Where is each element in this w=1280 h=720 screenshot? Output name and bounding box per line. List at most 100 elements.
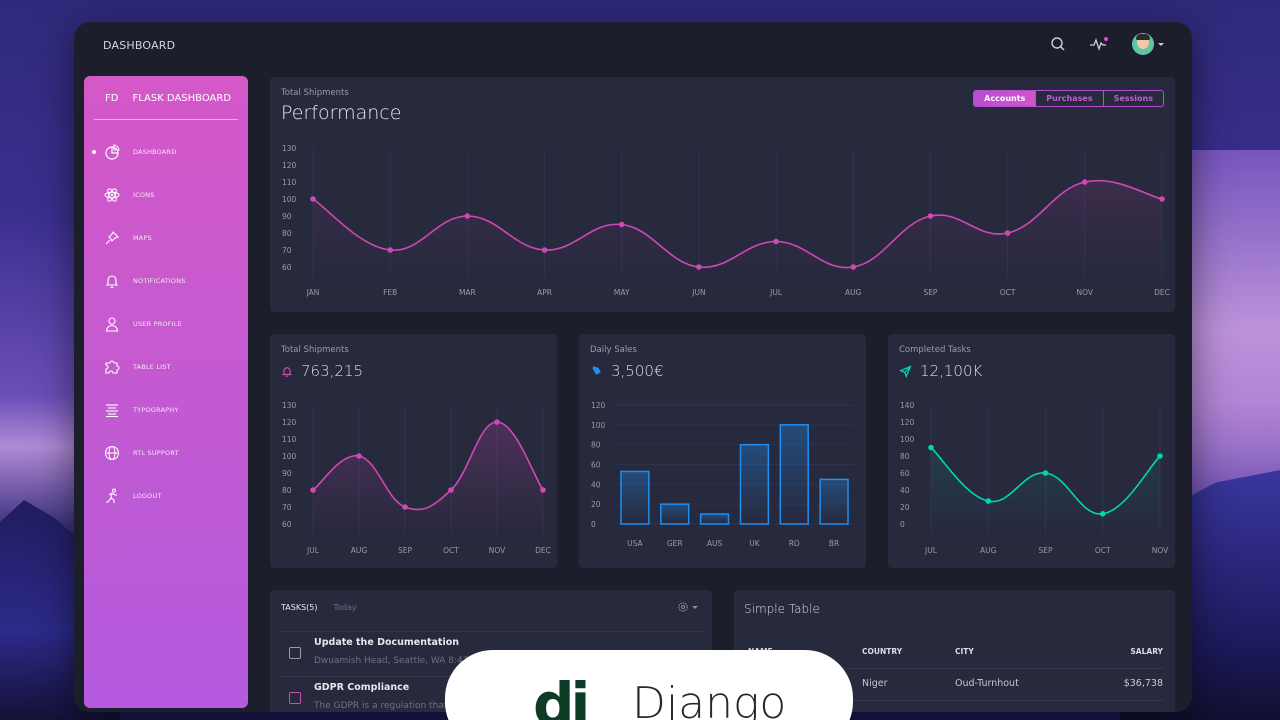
card-subtitle: Completed Tasks [899,345,971,355]
column-header-country[interactable]: COUNTRY [862,647,903,656]
sidebar-item-label: USER PROFILE [133,320,182,328]
column-header-salary[interactable]: SALARY [1130,647,1163,656]
gear-icon [678,602,688,612]
chevron-down-icon [1158,42,1164,46]
svg-text:AUG: AUG [351,546,368,555]
svg-text:80: 80 [282,486,292,495]
send-icon [899,364,912,378]
tab-purchases[interactable]: Purchases [1035,91,1102,106]
align-center-icon [106,404,118,418]
card-stat: 763,215 [281,362,363,380]
sidebar-item-user-profile[interactable]: USER PROFILE [84,312,248,336]
page-title: DASHBOARD [103,39,176,52]
sidebar-item-typography[interactable]: TYPOGRAPHY [84,398,248,422]
sidebar: FD FLASK DASHBOARD DASHBOARD ICONS MAPS … [84,76,248,708]
svg-text:100: 100 [591,421,606,430]
user-icon [105,317,119,332]
svg-text:JUL: JUL [769,288,783,297]
svg-text:40: 40 [900,486,910,495]
card-subtitle: Total Shipments [281,88,349,98]
sidebar-brand[interactable]: FD FLASK DASHBOARD [105,93,231,104]
sidebar-item-dashboard[interactable]: DASHBOARD [84,140,248,164]
sidebar-item-label: RTL SUPPORT [133,449,179,457]
atom-icon [104,188,120,202]
svg-text:USA: USA [627,539,643,548]
svg-text:110: 110 [282,435,297,444]
tab-accounts[interactable]: Accounts [974,91,1036,106]
task-item: Update the Documentation Dwuamish Head, … [281,631,702,677]
svg-text:APR: APR [537,288,552,297]
task-checkbox[interactable] [289,692,301,704]
svg-text:JUL: JUL [924,546,938,555]
cell-country: Niger [862,678,888,689]
stat-value: 763,215 [301,362,364,380]
tasks-filter[interactable]: Today [333,603,357,612]
app-window: DASHBOARD FD FLASK DASHBOARD DASHBOARD I… [74,22,1192,712]
performance-line-chart: 60 70 80 90 100 110 120 130 JAN FEB MAR APR MAY JUN JU… [282,144,1170,297]
svg-text:MAR: MAR [459,288,476,297]
svg-text:60: 60 [282,520,292,529]
sidebar-item-label: TABLE LIST [133,363,171,371]
sidebar-item-maps[interactable]: MAPS [84,226,248,250]
svg-text:RO: RO [789,539,800,548]
svg-text:80: 80 [900,452,910,461]
task-checkbox[interactable] [289,647,301,659]
sidebar-item-rtl-support[interactable]: RTL SUPPORT [84,441,248,465]
svg-text:SEP: SEP [398,546,412,555]
card-title: Performance [281,102,402,124]
svg-text:70: 70 [282,503,292,512]
django-logo-mark: dj [533,670,590,720]
pin-icon [105,231,120,245]
bell-icon [105,275,119,289]
svg-text:NOV: NOV [1077,288,1094,297]
stat-value: 3,500€ [611,362,664,380]
svg-text:110: 110 [282,178,297,187]
table-divider [744,700,1165,701]
sales-card: Daily Sales 3,500€ 0 20 40 60 80 100 120 USA GER… [579,334,866,568]
svg-text:JUL: JUL [306,546,320,555]
svg-text:90: 90 [282,469,292,478]
sidebar-item-notifications[interactable]: NOTIFICATIONS [84,269,248,293]
sidebar-item-table-list[interactable]: TABLE LIST [84,355,248,379]
sidebar-item-logout[interactable]: LOGOUT [84,484,248,508]
brand-short: FD [105,93,119,104]
svg-text:120: 120 [282,161,297,170]
column-header-city[interactable]: CITY [955,647,974,656]
activity-icon[interactable] [1089,34,1109,54]
card-stat: 12,100K [899,362,982,380]
svg-text:NOV: NOV [1152,546,1169,555]
delivery-icon [592,366,601,375]
task-title: GDPR Compliance [314,682,410,693]
notification-dot [1104,37,1108,41]
sidebar-item-label: MAPS [133,234,152,242]
performance-tab-group: Accounts Purchases Sessions [973,90,1164,107]
svg-text:UK: UK [749,539,760,548]
cell-city: Oud-Turnhout [955,678,1019,689]
svg-text:130: 130 [282,144,297,153]
svg-text:0: 0 [900,520,905,529]
card-subtitle: Total Shipments [281,345,349,355]
shipments-card: Total Shipments 763,215 60 70 80 90 100 110 12… [270,334,557,568]
svg-text:OCT: OCT [1000,288,1016,297]
svg-text:60: 60 [282,263,292,272]
svg-text:90: 90 [282,212,292,221]
sales-bar-chart: 0 20 40 60 80 100 120 USA GER AUS UK RO BR [591,401,854,548]
stat-value: 12,100K [920,362,983,380]
search-icon[interactable] [1048,34,1068,54]
svg-text:SEP: SEP [923,288,937,297]
sidebar-item-icons[interactable]: ICONS [84,183,248,207]
tab-sessions[interactable]: Sessions [1102,91,1163,106]
tasks-settings-button[interactable] [677,601,698,613]
svg-text:20: 20 [591,500,601,509]
svg-text:DEC: DEC [535,546,551,555]
svg-text:20: 20 [900,503,910,512]
svg-text:AUS: AUS [707,539,723,548]
avatar [1132,33,1154,55]
cell-salary: $36,738 [1123,678,1163,689]
svg-text:AUG: AUG [845,288,862,297]
svg-text:0: 0 [591,520,596,529]
svg-text:130: 130 [282,401,297,410]
svg-text:JAN: JAN [306,288,320,297]
user-menu[interactable] [1130,33,1166,55]
tasks-count: TASKS(5) [281,603,318,612]
